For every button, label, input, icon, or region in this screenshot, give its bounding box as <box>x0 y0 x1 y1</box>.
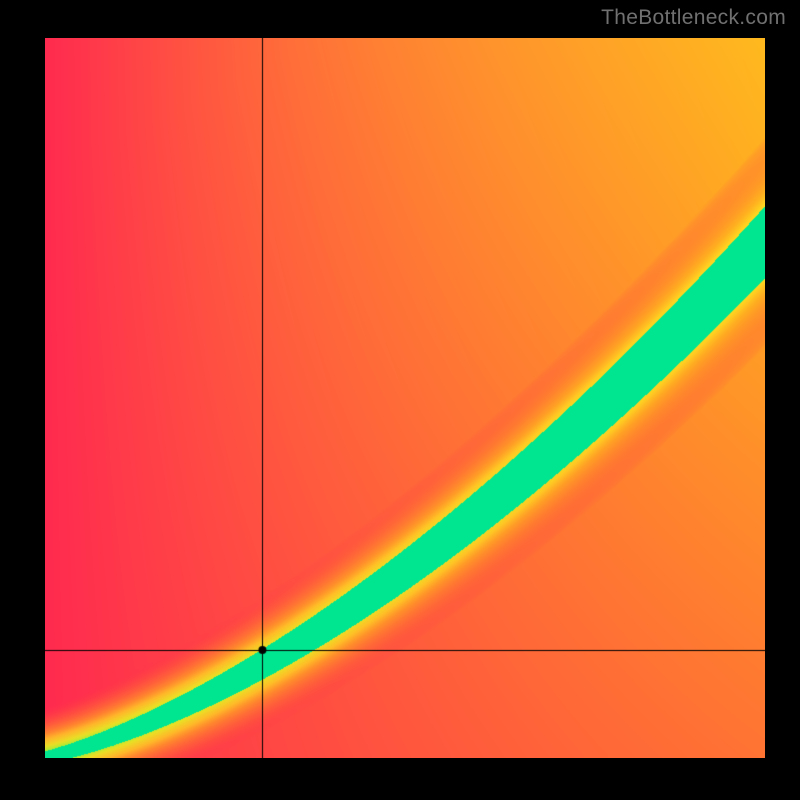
bottleneck-heatmap <box>45 38 765 758</box>
heatmap-canvas <box>45 38 765 758</box>
watermark: TheBottleneck.com <box>601 6 786 30</box>
